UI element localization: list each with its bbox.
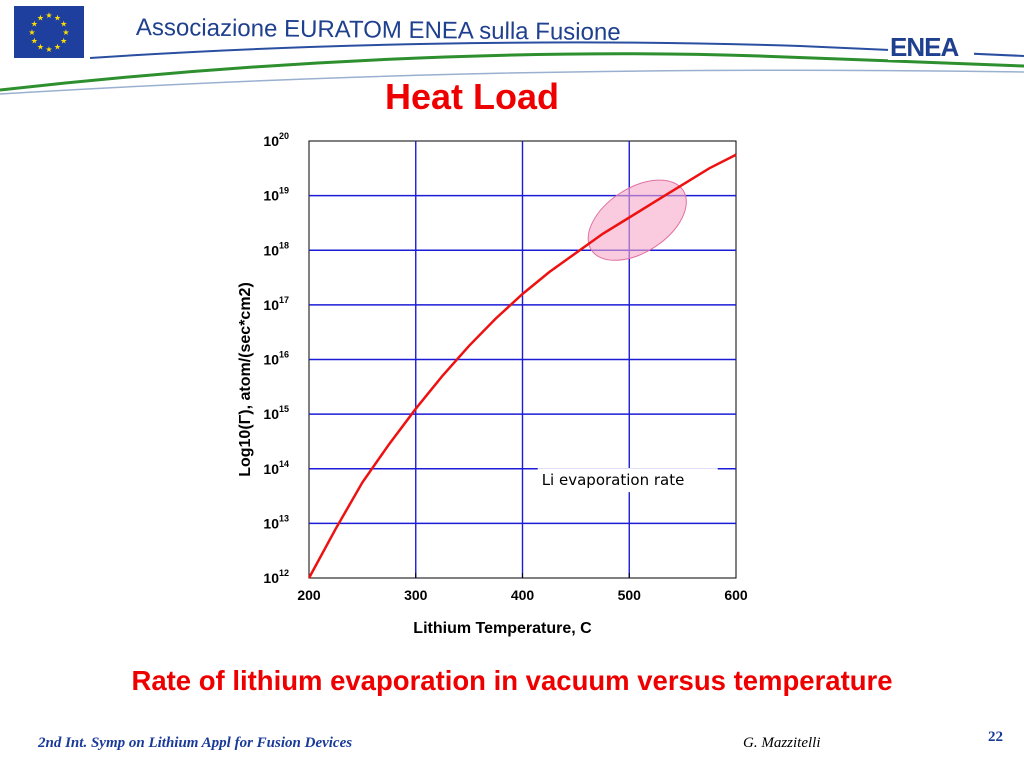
association-title: Associazione EURATOM ENEA sulla Fusione — [135, 14, 621, 47]
y-tick-label: 1016 — [263, 350, 289, 368]
y-axis-label: Log10(Γ), atom/(sec*cm2) — [237, 282, 254, 477]
eu-flag-icon: ★ ★ ★ ★ ★ ★ ★ ★ ★ ★ ★ ★ — [14, 6, 84, 58]
x-tick-label: 300 — [404, 587, 428, 603]
y-tick-exponent: 16 — [279, 350, 289, 360]
eu-star-icon: ★ — [28, 28, 35, 37]
y-tick-exponent: 19 — [279, 186, 289, 196]
y-tick-exponent: 20 — [279, 131, 289, 141]
svg-text:ENEA: ENEA — [890, 32, 959, 60]
header-banner: ★ ★ ★ ★ ★ ★ ★ ★ ★ ★ ★ ★ Associazione EURATOM ENEA s… — [0, 0, 1024, 96]
y-tick-label: 1014 — [263, 459, 289, 477]
y-tick-label: 1015 — [263, 404, 289, 422]
evaporation-chart: 200 300 400 500 600 1012 1013 1014 1015 1016 1017… — [237, 131, 748, 637]
slide-title: Heat Load — [384, 76, 560, 117]
footer-author: G. Mazzitelli — [743, 735, 821, 751]
y-tick-exponent: 12 — [279, 568, 289, 578]
y-tick-label: 1020 — [263, 131, 289, 149]
y-tick-labels: 1012 1013 1014 1015 1016 1017 1018 1019 1020 — [263, 131, 289, 586]
y-tick-label: 1018 — [263, 240, 289, 258]
eu-star-icon: ★ — [37, 13, 44, 22]
y-tick-exponent: 17 — [279, 295, 289, 305]
eu-star-icon: ★ — [31, 37, 38, 46]
x-tick-label: 500 — [618, 587, 642, 603]
eu-star-icon: ★ — [54, 13, 61, 22]
x-axis-label: Lithium Temperature, C — [413, 620, 592, 637]
series-curve — [307, 153, 737, 579]
slide-caption: Rate of lithium evaporation in vacuum ve… — [131, 665, 893, 696]
y-tick-label: 1013 — [263, 513, 289, 531]
y-tick-label: 1012 — [263, 568, 289, 586]
eu-star-icon: ★ — [37, 43, 44, 52]
y-tick-exponent: 14 — [279, 459, 289, 469]
x-tick-label: 200 — [297, 587, 321, 603]
y-tick-exponent: 18 — [279, 240, 289, 250]
annotation-background — [537, 468, 718, 493]
eu-star-icon: ★ — [54, 43, 61, 52]
y-tick-exponent: 15 — [279, 404, 289, 414]
highlight-ellipse — [587, 179, 687, 261]
x-tick-label: 400 — [511, 587, 535, 603]
y-tick-label: 1017 — [263, 295, 289, 313]
y-tick-exponent: 13 — [279, 513, 289, 523]
eu-star-icon: ★ — [31, 20, 38, 29]
x-tick-label: 600 — [724, 587, 748, 603]
eu-star-icon: ★ — [62, 28, 69, 37]
y-tick-label: 1019 — [263, 186, 289, 204]
page-number: 22 — [988, 729, 1003, 745]
footer-conference: 2nd Int. Symp on Lithium Appl for Fusion… — [38, 735, 353, 751]
enea-logo-icon: ENEA — [888, 32, 974, 62]
eu-star-icon: ★ — [60, 20, 67, 29]
eu-star-icon: ★ — [60, 37, 67, 46]
x-tick-labels: 200 300 400 500 600 — [297, 587, 748, 603]
eu-star-icon: ★ — [45, 45, 52, 54]
eu-star-icon: ★ — [45, 11, 52, 20]
annotation-label: Li evaporation rate — [542, 471, 685, 489]
